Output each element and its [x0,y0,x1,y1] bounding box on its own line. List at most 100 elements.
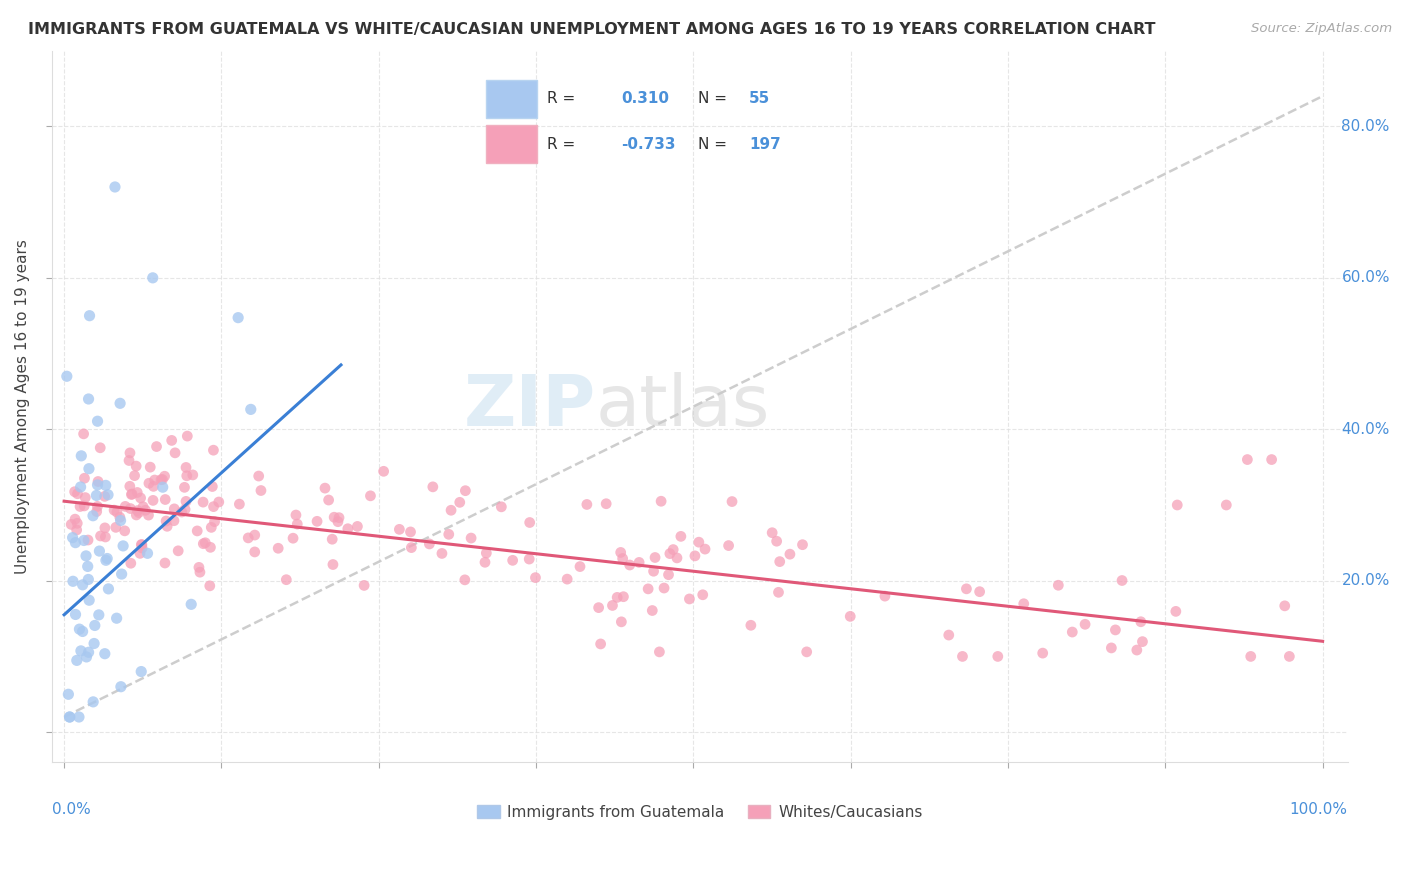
Point [163,514,186,528]
Point [58,710,80,724]
Point [87,607,110,622]
Point [524,571,547,585]
Point [86,488,108,502]
Point [152,480,174,494]
Point [952,649,974,664]
Point [595,497,617,511]
Point [114,500,136,514]
Point [208,495,231,509]
Point [228,497,250,511]
Point [77,461,100,475]
Point [401,541,423,555]
Point [145,440,167,454]
Point [619,558,641,572]
Point [112,539,135,553]
Point [89,441,111,455]
Point [460,531,482,545]
Point [89,544,111,558]
Point [108,510,131,524]
Point [1132,634,1154,648]
Point [70,644,93,658]
Point [517,552,540,566]
Point [353,578,375,592]
Point [163,501,186,516]
Point [125,508,148,522]
Point [502,553,524,567]
Point [131,541,153,555]
Point [285,517,308,532]
Point [97,488,120,502]
Point [118,453,141,467]
Point [110,680,132,694]
Point [359,489,381,503]
Point [1129,615,1152,629]
Point [336,522,359,536]
Point [139,460,162,475]
Point [322,558,344,572]
Point [284,508,307,522]
Point [1099,640,1122,655]
Point [167,544,190,558]
Point [188,565,211,579]
Text: 0.0%: 0.0% [52,802,90,816]
Point [129,665,152,679]
Point [181,467,204,482]
Point [187,560,209,574]
Point [243,528,266,542]
Point [63,512,86,526]
Point [693,542,716,557]
Point [94,521,117,535]
Point [575,498,598,512]
Point [628,556,651,570]
Text: IMMIGRANTS FROM GUATEMALA VS WHITE/CAUCASIAN UNEMPLOYMENT AMONG AGES 16 TO 19 YE: IMMIGRANTS FROM GUATEMALA VS WHITE/CAUCA… [28,22,1156,37]
Point [191,495,214,509]
Point [176,468,198,483]
Point [1062,625,1084,640]
Point [96,551,118,566]
Point [491,500,513,514]
Point [83,636,105,650]
Point [1215,498,1237,512]
Point [176,429,198,443]
Point [127,485,149,500]
Text: 100.0%: 100.0% [1289,802,1348,816]
Point [94,478,117,492]
Point [73,533,96,548]
Point [652,581,675,595]
Text: 60.0%: 60.0% [1341,270,1391,285]
Point [86,500,108,514]
Point [142,479,165,493]
Point [143,473,166,487]
Point [127,503,149,517]
Point [120,501,142,516]
Point [692,588,714,602]
Point [131,537,153,551]
Point [314,481,336,495]
Point [86,478,108,492]
Point [226,310,249,325]
Point [1274,599,1296,613]
Point [94,647,117,661]
Point [120,487,142,501]
Point [328,510,350,524]
Point [156,519,179,533]
Point [180,597,202,611]
Point [70,449,93,463]
Point [66,653,89,667]
Point [56,369,79,384]
Point [1164,604,1187,618]
Point [118,479,141,493]
Point [779,547,801,561]
Point [873,589,896,603]
Point [449,495,471,509]
Point [678,591,700,606]
Point [474,555,496,569]
Point [170,505,193,519]
Point [62,574,84,589]
Point [173,480,195,494]
Point [83,618,105,632]
Point [204,515,226,529]
Point [454,483,477,498]
Point [650,494,672,508]
Point [987,649,1010,664]
